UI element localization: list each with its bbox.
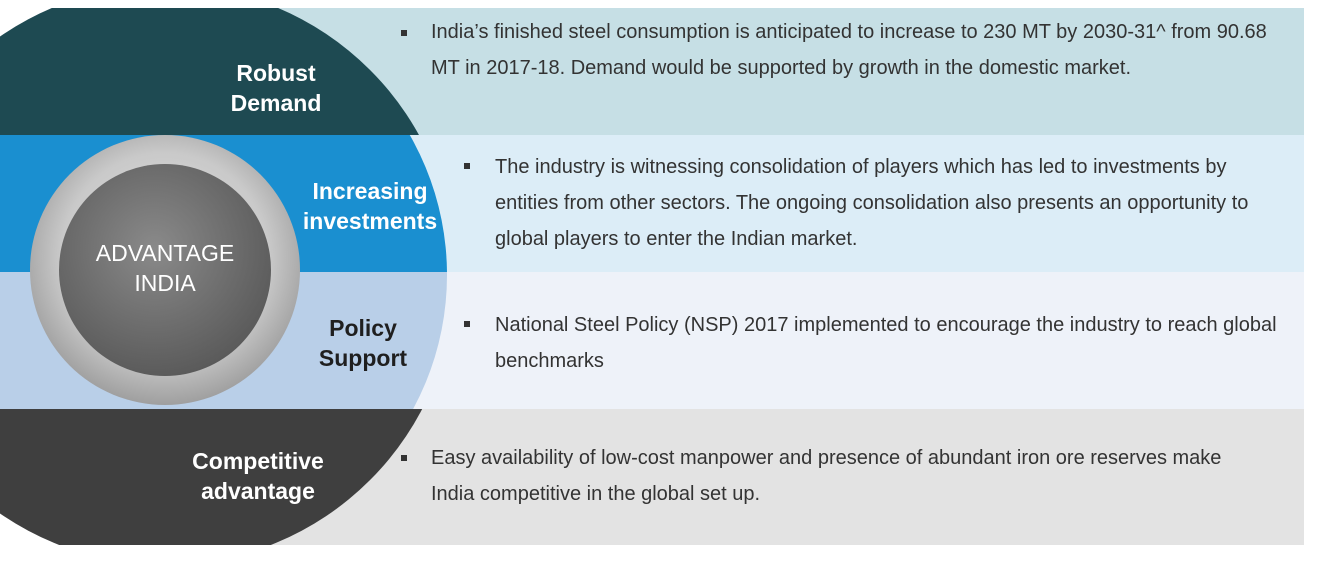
row-1-label: Robust Demand [196, 58, 356, 118]
row-3-label-line-1: Policy [329, 315, 397, 341]
row-1-description: India’s finished steel consumption is an… [431, 21, 1267, 79]
row-1-label-line-1: Robust [236, 60, 316, 86]
row-3-bullet [464, 321, 470, 327]
row-4-bullet [401, 455, 407, 461]
row-3-description: National Steel Policy (NSP) 2017 impleme… [495, 314, 1277, 372]
row-3-label: Policy Support [283, 313, 443, 373]
center-title: ADVANTAGE INDIA [60, 238, 270, 298]
row-4-label-line-1: Competitive [192, 448, 324, 474]
row-4-label: Competitive advantage [178, 446, 338, 506]
row-2-label-line-2: investments [302, 208, 438, 234]
row-2-label-line-1: Increasing [312, 178, 428, 204]
row-2-label: Increasing investments [290, 176, 450, 236]
center-title-line-2: INDIA [134, 270, 196, 296]
center-title-line-1: ADVANTAGE [95, 240, 235, 266]
row-1-label-line-2: Demand [230, 90, 322, 116]
row-4-label-line-2: advantage [201, 478, 315, 504]
row-2-description: The industry is witnessing consolidation… [495, 156, 1249, 250]
row-1-bullet [401, 30, 407, 36]
row-2-bullet [464, 163, 470, 169]
row-1-label-segment [0, 8, 419, 135]
center-disc [59, 164, 271, 376]
row-3-label-line-2: Support [318, 345, 408, 371]
row-4-description: Easy availability of low-cost manpower a… [431, 447, 1222, 505]
row-4-label-segment [0, 409, 423, 545]
